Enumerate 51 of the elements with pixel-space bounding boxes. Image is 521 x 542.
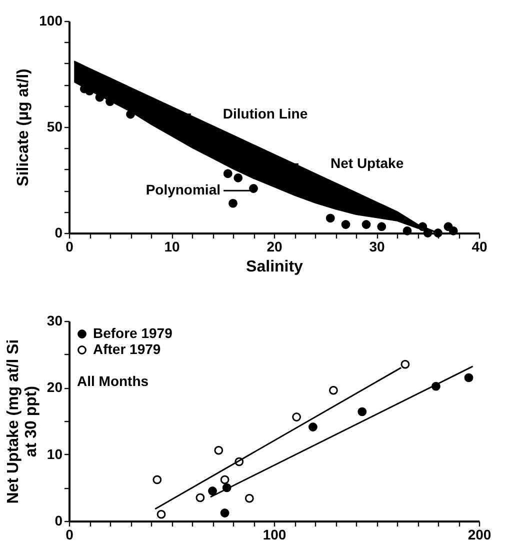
point [126,110,135,119]
point [464,373,474,382]
point [208,486,217,496]
point [358,407,367,416]
point [308,422,318,432]
annotation: Polynomial [146,182,220,198]
x-axis-title: Salinity [246,258,304,276]
y-tick-label: 0 [54,512,63,528]
point [423,228,432,238]
point [400,360,410,369]
point [223,169,232,178]
point [228,198,238,208]
x-tick-label: 20 [266,238,282,254]
point [341,220,350,229]
x-tick-label: 40 [472,238,488,254]
y-axis-title: Net Uptake (mg at/l Si at 30 ppt) [4,339,40,504]
y-tick-label: 20 [46,379,63,396]
annotation: Dilution Line [222,105,308,122]
x-tick-label: 10 [164,238,180,254]
x-tick-label: 200 [468,526,492,542]
x-tick-label: 0 [66,526,74,542]
y-tick-label: 100 [39,12,63,28]
x-tick-label: 0 [66,238,74,254]
y-axis-title: Silicate (µg at/l) [15,68,32,186]
point [152,475,162,484]
point [196,493,205,502]
point [249,184,258,193]
legend-label: Before 1979 [93,325,173,341]
point [362,220,371,229]
point [448,226,458,236]
point [220,475,230,484]
annotation: Net Uptake [330,155,404,172]
x-tick-label: 30 [369,238,385,254]
annotation: All Months [77,373,149,389]
point [220,508,230,518]
point [156,510,166,519]
point [377,222,386,232]
point [418,222,428,232]
y-tick-label: 0 [54,224,63,240]
y-tick-label: 50 [46,118,63,134]
point [234,173,243,182]
y-tick-label: 30 [46,312,63,328]
y-tick-label: 10 [46,446,63,462]
point [402,226,412,236]
point [244,494,254,503]
point [326,214,335,223]
point [328,386,338,395]
x-tick-label: 100 [262,526,286,542]
legend-label: After 1979 [93,341,161,357]
point [214,446,224,455]
point [292,412,302,422]
